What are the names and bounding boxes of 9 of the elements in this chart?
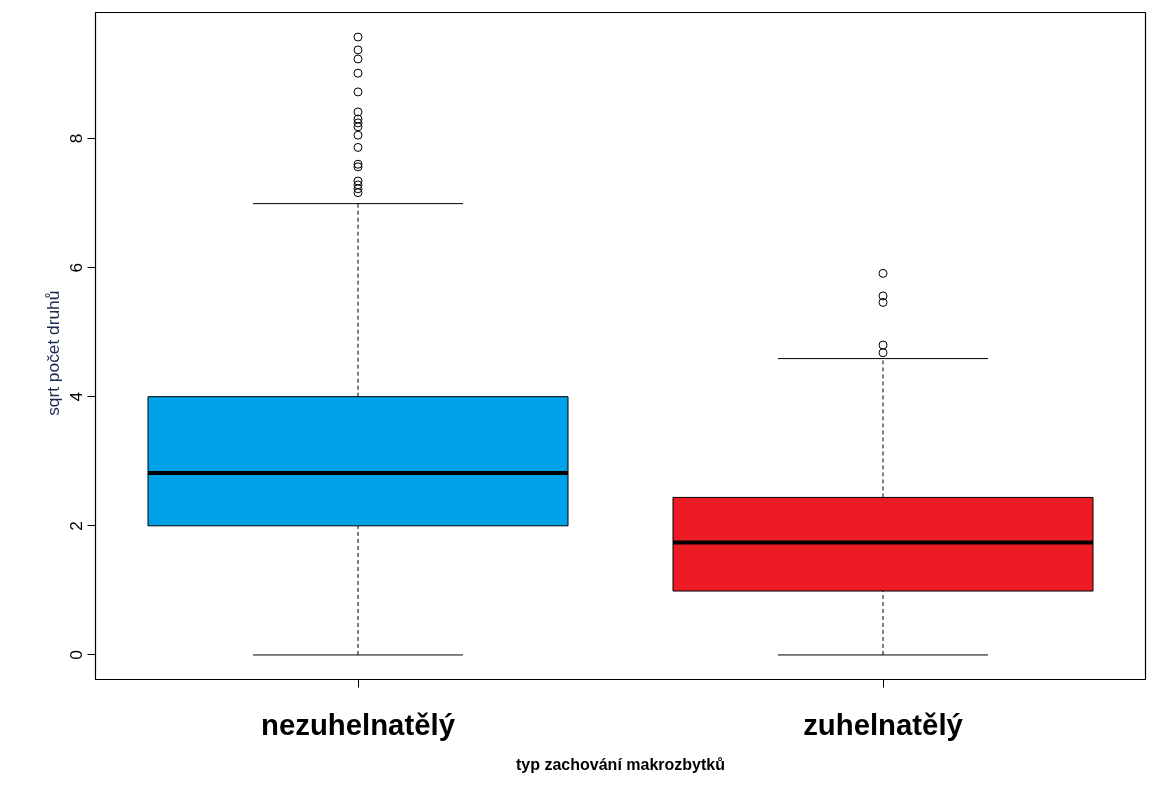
- y-tick-label: 2: [66, 521, 87, 531]
- x-tick-label: nezuhelnatělý: [261, 707, 456, 741]
- y-tick-label: 4: [66, 391, 87, 402]
- y-axis-title: sqrt počet druhů: [42, 290, 63, 416]
- x-axis-title: typ zachování makrozbytků: [516, 755, 725, 773]
- y-tick-label: 8: [66, 133, 87, 144]
- x-tick-label: zuhelnatělý: [803, 707, 964, 741]
- y-tick-label: 0: [66, 650, 87, 660]
- y-tick-label: 6: [66, 262, 87, 273]
